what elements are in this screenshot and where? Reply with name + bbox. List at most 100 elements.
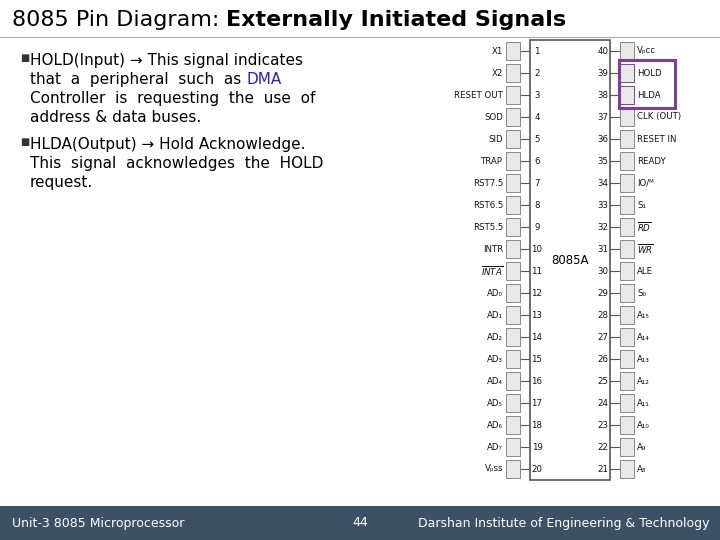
Text: RESET IN: RESET IN <box>637 134 677 144</box>
Text: 23: 23 <box>598 421 608 429</box>
Text: that  a  peripheral  such  as: that a peripheral such as <box>30 72 246 87</box>
Bar <box>506 262 520 280</box>
Bar <box>620 460 634 478</box>
Text: 7: 7 <box>534 179 540 187</box>
Text: CLK (OUT): CLK (OUT) <box>637 112 681 122</box>
Text: 28: 28 <box>598 310 608 320</box>
Text: 8085 Pin Diagram:: 8085 Pin Diagram: <box>12 10 227 30</box>
Text: AD₃: AD₃ <box>487 354 503 363</box>
Text: 33: 33 <box>598 200 608 210</box>
Text: AD₀: AD₀ <box>487 288 503 298</box>
Bar <box>506 416 520 434</box>
Text: $\overline{WR}$: $\overline{WR}$ <box>637 242 654 256</box>
Bar <box>620 64 634 82</box>
Text: AD₁: AD₁ <box>487 310 503 320</box>
Bar <box>620 218 634 236</box>
Text: AD₆: AD₆ <box>487 421 503 429</box>
Text: SOD: SOD <box>484 112 503 122</box>
Text: S₁: S₁ <box>637 200 646 210</box>
Text: 14: 14 <box>531 333 542 341</box>
Text: A₁₄: A₁₄ <box>637 333 650 341</box>
Text: 37: 37 <box>598 112 608 122</box>
Text: 38: 38 <box>598 91 608 99</box>
Text: Darshan Institute of Engineering & Technology: Darshan Institute of Engineering & Techn… <box>418 516 710 530</box>
Text: 17: 17 <box>531 399 542 408</box>
Bar <box>506 152 520 170</box>
Text: 20: 20 <box>531 464 542 474</box>
Text: Vₚcc: Vₚcc <box>637 46 656 56</box>
Text: 16: 16 <box>531 376 542 386</box>
Text: A₈: A₈ <box>637 464 647 474</box>
Text: 36: 36 <box>598 134 608 144</box>
Bar <box>506 460 520 478</box>
Text: 39: 39 <box>598 69 608 78</box>
Text: 31: 31 <box>598 245 608 253</box>
Bar <box>620 108 634 126</box>
Text: DMA: DMA <box>246 72 282 87</box>
Text: $\overline{RD}$: $\overline{RD}$ <box>637 220 652 234</box>
Text: 32: 32 <box>598 222 608 232</box>
Text: 35: 35 <box>598 157 608 165</box>
Text: HLDA(Output) → Hold Acknowledge.: HLDA(Output) → Hold Acknowledge. <box>30 137 305 152</box>
Bar <box>506 438 520 456</box>
Text: 22: 22 <box>598 442 608 451</box>
Text: 1: 1 <box>534 46 540 56</box>
Text: INTR: INTR <box>482 245 503 253</box>
Text: AD₄: AD₄ <box>487 376 503 386</box>
Text: 5: 5 <box>534 134 540 144</box>
Text: X1: X1 <box>492 46 503 56</box>
Bar <box>620 394 634 412</box>
Text: 10: 10 <box>531 245 542 253</box>
Bar <box>506 86 520 104</box>
Text: 24: 24 <box>598 399 608 408</box>
Text: 4: 4 <box>534 112 540 122</box>
Text: ■: ■ <box>20 137 30 147</box>
Text: 26: 26 <box>598 354 608 363</box>
Text: X2: X2 <box>492 69 503 78</box>
Bar <box>506 240 520 258</box>
Text: A₁₀: A₁₀ <box>637 421 650 429</box>
Text: A₁₂: A₁₂ <box>637 376 650 386</box>
Bar <box>506 350 520 368</box>
Bar <box>619 60 675 108</box>
Text: 34: 34 <box>598 179 608 187</box>
Text: This  signal  acknowledges  the  HOLD: This signal acknowledges the HOLD <box>30 156 323 171</box>
Text: 18: 18 <box>531 421 542 429</box>
Text: HLDA: HLDA <box>637 91 661 99</box>
Text: 9: 9 <box>534 222 540 232</box>
Bar <box>620 42 634 60</box>
Bar <box>506 42 520 60</box>
Bar <box>530 40 610 480</box>
Text: HOLD(Input) → This signal indicates: HOLD(Input) → This signal indicates <box>30 53 303 68</box>
Text: HOLD: HOLD <box>637 69 662 78</box>
Bar <box>506 394 520 412</box>
Text: Externally Initiated Signals: Externally Initiated Signals <box>227 10 567 30</box>
Bar <box>506 372 520 390</box>
Text: 8085A: 8085A <box>552 253 589 267</box>
Bar <box>506 196 520 214</box>
Text: ■: ■ <box>20 53 30 63</box>
Bar <box>620 438 634 456</box>
Text: S₀: S₀ <box>637 288 646 298</box>
Text: 29: 29 <box>598 288 608 298</box>
Text: SID: SID <box>488 134 503 144</box>
Text: 2: 2 <box>534 69 540 78</box>
Bar <box>0 506 720 540</box>
Text: 44: 44 <box>352 516 368 530</box>
Bar <box>620 152 634 170</box>
Bar <box>506 328 520 346</box>
Bar <box>506 130 520 148</box>
Text: RESET OUT: RESET OUT <box>454 91 503 99</box>
Text: AD₅: AD₅ <box>487 399 503 408</box>
Text: 15: 15 <box>531 354 542 363</box>
Bar <box>506 108 520 126</box>
Text: TRAP: TRAP <box>481 157 503 165</box>
Text: 30: 30 <box>598 267 608 275</box>
Bar <box>620 130 634 148</box>
Text: ALE: ALE <box>637 267 653 275</box>
Bar <box>506 174 520 192</box>
Bar <box>506 284 520 302</box>
Text: 19: 19 <box>531 442 542 451</box>
Text: 13: 13 <box>531 310 542 320</box>
Bar <box>620 306 634 324</box>
